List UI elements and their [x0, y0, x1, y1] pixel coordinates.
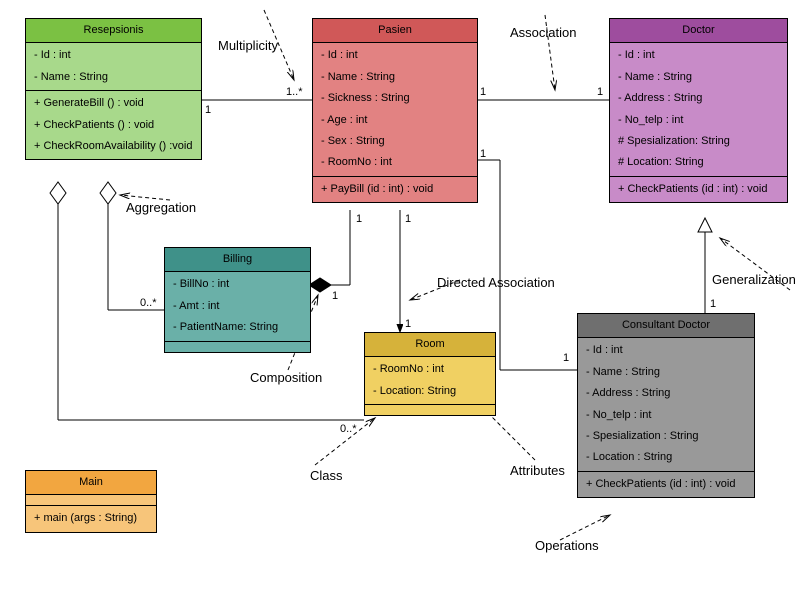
attr-row: # Location: String: [610, 152, 787, 173]
multiplicity-label: 0..*: [140, 297, 157, 309]
attr-row: - No_telp : int: [578, 405, 754, 426]
attr-row: - Sickness : String: [313, 88, 477, 109]
class-attrs: [26, 495, 156, 506]
class-title: Pasien: [313, 19, 477, 43]
attr-row: - Sex : String: [313, 131, 477, 152]
class-title: Room: [365, 333, 495, 357]
class-attrs: - BillNo : int - Amt : int - PatientName…: [165, 272, 310, 341]
class-billing: Billing - BillNo : int - Amt : int - Pat…: [164, 247, 311, 353]
attr-row: - RoomNo : int: [365, 359, 495, 380]
op-row: + GenerateBill () : void: [26, 93, 201, 114]
attr-row: - Name : String: [313, 67, 477, 88]
multiplicity-label: 1: [405, 318, 411, 330]
class-title: Doctor: [610, 19, 787, 43]
op-row: + main (args : String): [26, 508, 156, 529]
op-row: + CheckPatients (id : int) : void: [578, 474, 754, 495]
multiplicity-label: 1: [356, 213, 362, 225]
attr-row: # Spesialization: String: [610, 131, 787, 152]
class-ops: + CheckPatients (id : int) : void: [578, 472, 754, 497]
attr-row: - Name : String: [26, 67, 201, 88]
class-resepsionis: Resepsionis - Id : int - Name : String +…: [25, 18, 202, 160]
attr-row: - RoomNo : int: [313, 152, 477, 173]
annotation-directed-association: Directed Association: [437, 275, 555, 290]
class-title: Resepsionis: [26, 19, 201, 43]
attr-row: - Location: String: [365, 381, 495, 402]
class-ops: [365, 405, 495, 415]
multiplicity-label: 1: [710, 298, 716, 310]
annotation-composition: Composition: [250, 370, 322, 385]
class-attrs: - Id : int - Name : String - Address : S…: [578, 338, 754, 471]
attr-row: - BillNo : int: [165, 274, 310, 295]
multiplicity-label: 1: [597, 86, 603, 98]
multiplicity-label: 1: [563, 352, 569, 364]
multiplicity-label: 0..*: [340, 423, 357, 435]
attr-row: - Location : String: [578, 447, 754, 468]
class-ops: + CheckPatients (id : int) : void: [610, 177, 787, 202]
annotation-generalization: Generalization: [712, 272, 796, 287]
attr-row: - Address : String: [610, 88, 787, 109]
annotation-attributes: Attributes: [510, 463, 565, 478]
multiplicity-label: 1: [332, 290, 338, 302]
class-ops: + main (args : String): [26, 506, 156, 531]
class-title: Main: [26, 471, 156, 495]
attr-row: - Id : int: [313, 45, 477, 66]
class-title: Consultant Doctor: [578, 314, 754, 338]
attr-row: - No_telp : int: [610, 110, 787, 131]
multiplicity-label: 1..*: [286, 86, 303, 98]
attr-row: - Id : int: [610, 45, 787, 66]
multiplicity-label: 1: [480, 148, 486, 160]
attr-row: - PatientName: String: [165, 317, 310, 338]
annotation-operations: Operations: [535, 538, 599, 553]
class-consultant-doctor: Consultant Doctor - Id : int - Name : St…: [577, 313, 755, 498]
attr-row: - Name : String: [610, 67, 787, 88]
annotation-association: Association: [510, 25, 576, 40]
class-pasien: Pasien - Id : int - Name : String - Sick…: [312, 18, 478, 203]
attr-row: - Id : int: [578, 340, 754, 361]
attr-row: - Age : int: [313, 110, 477, 131]
class-doctor: Doctor - Id : int - Name : String - Addr…: [609, 18, 788, 203]
op-row: + CheckRoomAvailability () :void: [26, 136, 201, 157]
class-attrs: - Id : int - Name : String - Address : S…: [610, 43, 787, 176]
attr-row: - Id : int: [26, 45, 201, 66]
class-attrs: - Id : int - Name : String - Sickness : …: [313, 43, 477, 176]
class-attrs: - RoomNo : int - Location: String: [365, 357, 495, 405]
class-ops: + GenerateBill () : void + CheckPatients…: [26, 91, 201, 159]
op-row: + CheckPatients () : void: [26, 115, 201, 136]
attr-row: - Address : String: [578, 383, 754, 404]
op-row: + CheckPatients (id : int) : void: [610, 179, 787, 200]
class-title: Billing: [165, 248, 310, 272]
attr-row: - Amt : int: [165, 296, 310, 317]
class-ops: + PayBill (id : int) : void: [313, 177, 477, 202]
annotation-aggregation: Aggregation: [126, 200, 196, 215]
class-ops: [165, 342, 310, 352]
multiplicity-label: 1: [405, 213, 411, 225]
class-main: Main + main (args : String): [25, 470, 157, 533]
class-attrs: - Id : int - Name : String: [26, 43, 201, 91]
op-row: + PayBill (id : int) : void: [313, 179, 477, 200]
attr-row: - Spesialization : String: [578, 426, 754, 447]
multiplicity-label: 1: [205, 104, 211, 116]
multiplicity-label: 1: [480, 86, 486, 98]
annotation-class: Class: [310, 468, 343, 483]
attr-row: - Name : String: [578, 362, 754, 383]
class-room: Room - RoomNo : int - Location: String: [364, 332, 496, 416]
annotation-multiplicity: Multiplicity: [218, 38, 278, 53]
